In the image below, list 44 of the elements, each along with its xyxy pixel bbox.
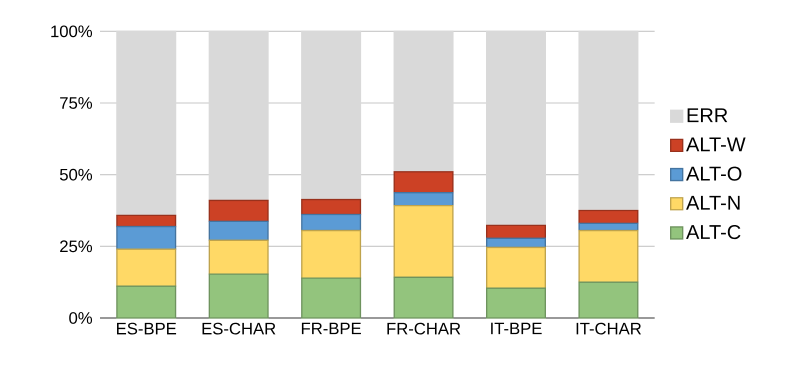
legend-label: ALT-O <box>686 166 742 181</box>
y-tick-label: 25% <box>60 240 92 252</box>
legend-label: ALT-N <box>686 196 740 210</box>
bar <box>394 192 454 206</box>
bar <box>301 30 362 200</box>
bar <box>486 30 546 226</box>
x-tick-label: IT-CHAR <box>576 322 642 335</box>
bar <box>394 171 454 194</box>
y-tick-label: 0% <box>69 312 92 324</box>
bar <box>301 230 362 279</box>
bar <box>301 214 362 232</box>
bar <box>301 277 362 319</box>
bar <box>208 220 269 241</box>
bar <box>116 226 176 250</box>
legend-label: ALT-C <box>686 224 740 240</box>
bar <box>208 240 269 275</box>
y-tick-label: 100% <box>51 25 92 38</box>
bar <box>394 204 454 278</box>
x-tick-label: FR-BPE <box>302 322 361 334</box>
bar <box>116 285 176 319</box>
y-tick-label: 75% <box>60 97 92 109</box>
bar <box>301 198 362 216</box>
bar <box>486 288 546 319</box>
bar <box>208 30 269 202</box>
x-tick-label: FR-CHAR <box>387 322 460 335</box>
x-tick-label: ES-BPE <box>117 322 176 335</box>
bar <box>394 30 454 172</box>
bar <box>486 224 546 239</box>
bar <box>578 281 638 319</box>
bar <box>208 273 269 319</box>
bar <box>394 276 454 319</box>
bar <box>578 30 638 212</box>
bar <box>116 214 176 228</box>
bar <box>486 238 546 248</box>
legend-label: ERR <box>688 108 728 122</box>
legend-label: ALT-W <box>686 137 746 152</box>
bar <box>116 30 176 216</box>
bar <box>486 246 546 289</box>
bar <box>578 230 638 283</box>
x-tick-label: ES-CHAR <box>202 322 276 335</box>
bar <box>208 200 269 222</box>
x-tick-label: IT-BPE <box>491 322 542 334</box>
bar <box>116 248 176 287</box>
y-tick-label: 50% <box>60 168 92 181</box>
